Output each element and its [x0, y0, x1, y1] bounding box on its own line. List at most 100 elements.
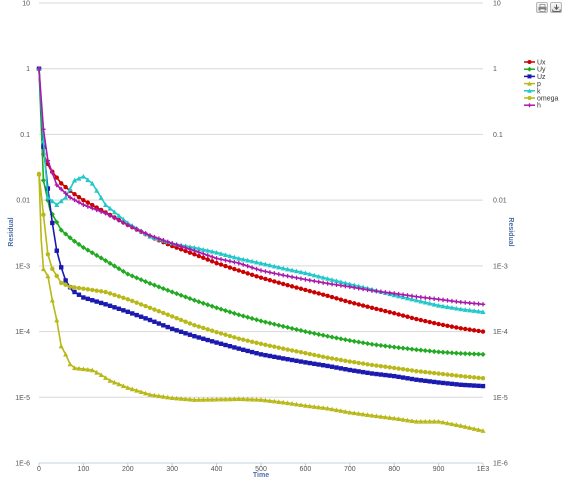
series-marker-omega [285, 347, 290, 352]
series-marker-Uy [285, 324, 291, 331]
series-marker-Ux [467, 327, 472, 332]
series-marker-p [325, 405, 331, 411]
series-marker-Uy [80, 244, 86, 251]
series-marker-p [356, 411, 362, 416]
series-marker-h [480, 302, 486, 307]
series-marker-p [342, 409, 348, 414]
series-marker-Ux [356, 302, 361, 307]
series-marker-p [174, 395, 180, 401]
series-marker-h [396, 291, 401, 297]
series-marker-Ux [90, 202, 95, 208]
series-marker-k [76, 175, 82, 181]
series-marker-k [333, 278, 339, 283]
series-marker-Uz [312, 361, 317, 366]
series-marker-omega [67, 284, 73, 290]
download-icon [551, 4, 561, 12]
series-marker-omega [454, 373, 459, 378]
series-marker-Uy [214, 305, 220, 311]
series-marker-p [405, 417, 411, 423]
series-marker-Uz [267, 353, 273, 359]
series-marker-p [231, 396, 237, 402]
series-marker-k [222, 252, 228, 258]
series-marker-h [338, 283, 344, 288]
series-marker-h [440, 297, 446, 303]
series-marker-Uy [40, 177, 47, 183]
series-marker-Uz [436, 380, 441, 385]
series-marker-Ux [463, 326, 468, 332]
series-marker-k [453, 305, 459, 311]
series-marker-p [236, 396, 242, 401]
series-marker-p [418, 418, 424, 424]
series-marker-Uy [178, 292, 184, 298]
series-marker-Uz [178, 329, 184, 334]
series-marker-Uy [240, 313, 246, 319]
series-marker-k [89, 180, 95, 186]
x-tick-label: 700 [344, 466, 356, 473]
series-marker-Uz [414, 377, 419, 382]
series-marker-Uz [218, 341, 224, 346]
series-marker-Uy [462, 351, 468, 357]
series-marker-p [258, 397, 264, 402]
series-marker-Ux [352, 301, 357, 306]
export-button[interactable] [550, 2, 562, 13]
series-marker-k [94, 188, 100, 193]
series-marker-omega [374, 363, 379, 368]
legend-marker [527, 103, 532, 108]
series-marker-omega [436, 371, 441, 376]
series-marker-Uz [263, 352, 268, 358]
y-tick-label-right: 1 [493, 66, 497, 73]
series-marker-p [480, 428, 486, 433]
legend-item-Ux: Ux [524, 60, 546, 67]
series-marker-Uz [400, 375, 406, 380]
series-marker-Uz [121, 308, 126, 313]
series-marker-Uy [404, 346, 411, 352]
series-marker-p [214, 396, 220, 402]
series-marker-k [45, 194, 51, 200]
series-marker-omega [298, 350, 304, 355]
series-marker-k [214, 249, 220, 255]
series-marker-k [307, 271, 313, 277]
series-marker-p [373, 413, 379, 419]
series-marker-k [356, 283, 362, 289]
x-tick-label: 300 [166, 466, 178, 473]
series-marker-Uz [196, 335, 202, 340]
print-button[interactable] [536, 2, 548, 13]
series-marker-omega [103, 289, 108, 295]
series-marker-k [329, 277, 335, 282]
series-marker-h [458, 299, 463, 305]
x-ticks: 0 100 200 300 400 500 600 700 800 900 1E3 [37, 463, 489, 473]
series-marker-Ux [476, 328, 481, 334]
series-marker-k [440, 303, 446, 309]
series-marker-omega [334, 357, 339, 362]
series-marker-h [103, 211, 108, 216]
series-marker-omega [178, 317, 184, 323]
series-marker-p [49, 297, 55, 303]
legend-item-Uy: Uy [524, 67, 546, 74]
legend-item-p: p [524, 81, 541, 88]
series-marker-omega [272, 344, 277, 349]
series-marker-Uz [352, 368, 357, 373]
series-marker-omega [85, 287, 91, 292]
series-marker-p [138, 389, 144, 395]
series-marker-h [205, 253, 210, 258]
series-marker-p [94, 369, 100, 375]
series-marker-p [58, 343, 64, 349]
series-marker-Uy [67, 235, 73, 241]
series-marker-Ux [236, 268, 241, 273]
series-marker-p [67, 361, 73, 367]
series-marker-omega [218, 331, 224, 336]
series-marker-Uy [89, 250, 95, 256]
series-marker-p [427, 418, 433, 424]
series-marker-Uz [440, 380, 446, 386]
series-marker-Uz [378, 372, 384, 377]
series-marker-h [245, 263, 250, 269]
series-marker-Uy [227, 309, 233, 315]
series-marker-h [45, 158, 51, 163]
series-marker-Ux [85, 200, 91, 205]
series-marker-Uy [94, 252, 100, 259]
series-marker-Uy [369, 341, 375, 347]
series-h [36, 66, 486, 307]
series-marker-p [458, 423, 464, 428]
series-marker-Ux [281, 281, 286, 287]
